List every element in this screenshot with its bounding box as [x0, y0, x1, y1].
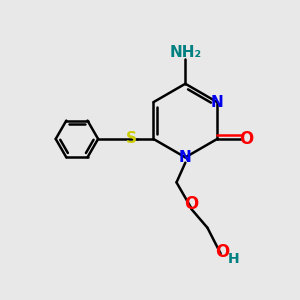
- Text: O: O: [215, 243, 229, 261]
- Text: N: N: [179, 150, 192, 165]
- Text: N: N: [211, 95, 224, 110]
- Text: O: O: [184, 195, 198, 213]
- Text: O: O: [239, 130, 254, 148]
- Text: NH₂: NH₂: [169, 45, 201, 60]
- Text: H: H: [228, 252, 240, 266]
- Text: S: S: [126, 131, 137, 146]
